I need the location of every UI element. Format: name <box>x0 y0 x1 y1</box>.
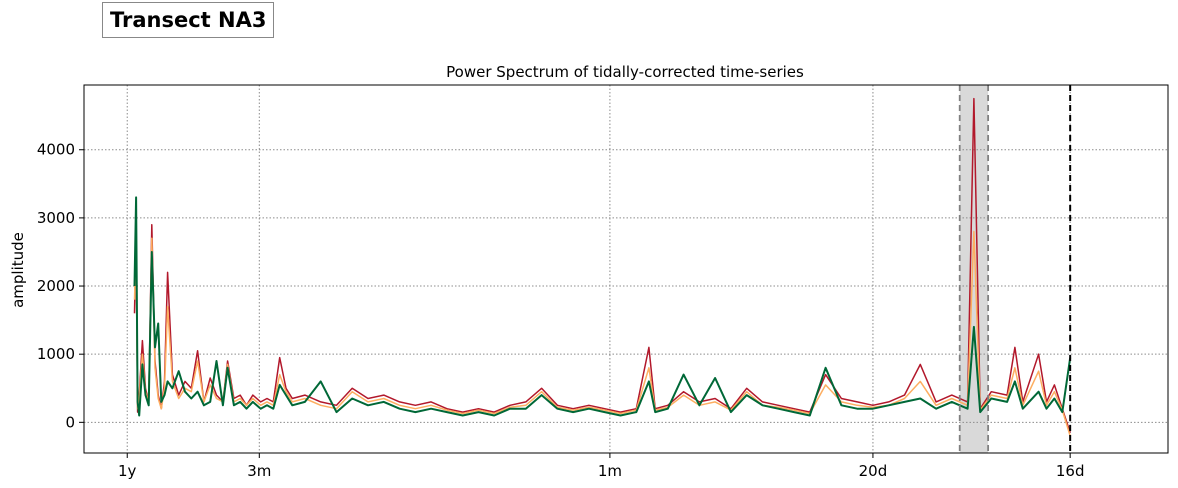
series-line-2 <box>133 230 1071 437</box>
x-tick-label: 1y <box>118 462 137 480</box>
plot-frame <box>83 84 1169 454</box>
x-tick-label: 3m <box>247 462 271 480</box>
series-line-3 <box>133 196 1072 417</box>
y-tick-label: 3000 <box>37 209 75 227</box>
series-line-1 <box>133 97 1071 433</box>
chart-title: Power Spectrum of tidally-corrected time… <box>446 63 804 81</box>
y-tick-label: 0 <box>65 413 75 431</box>
shaded-band <box>959 85 989 453</box>
y-tick-label: 1000 <box>37 345 75 363</box>
y-axis-title: amplitude <box>9 232 27 308</box>
transect-title-box: Transect NA3 <box>102 2 275 38</box>
x-tick-label: 20d <box>859 462 888 480</box>
x-tick-label: 1m <box>598 462 622 480</box>
y-tick-label: 4000 <box>37 141 75 159</box>
x-tick-label: 16d <box>1056 462 1085 480</box>
y-tick-label: 2000 <box>37 277 75 295</box>
transect-title: Transect NA3 <box>110 8 267 32</box>
plot-area: 0 1000 2000 3000 4000 1y 3m 1m 20d 16d <box>37 84 1169 480</box>
